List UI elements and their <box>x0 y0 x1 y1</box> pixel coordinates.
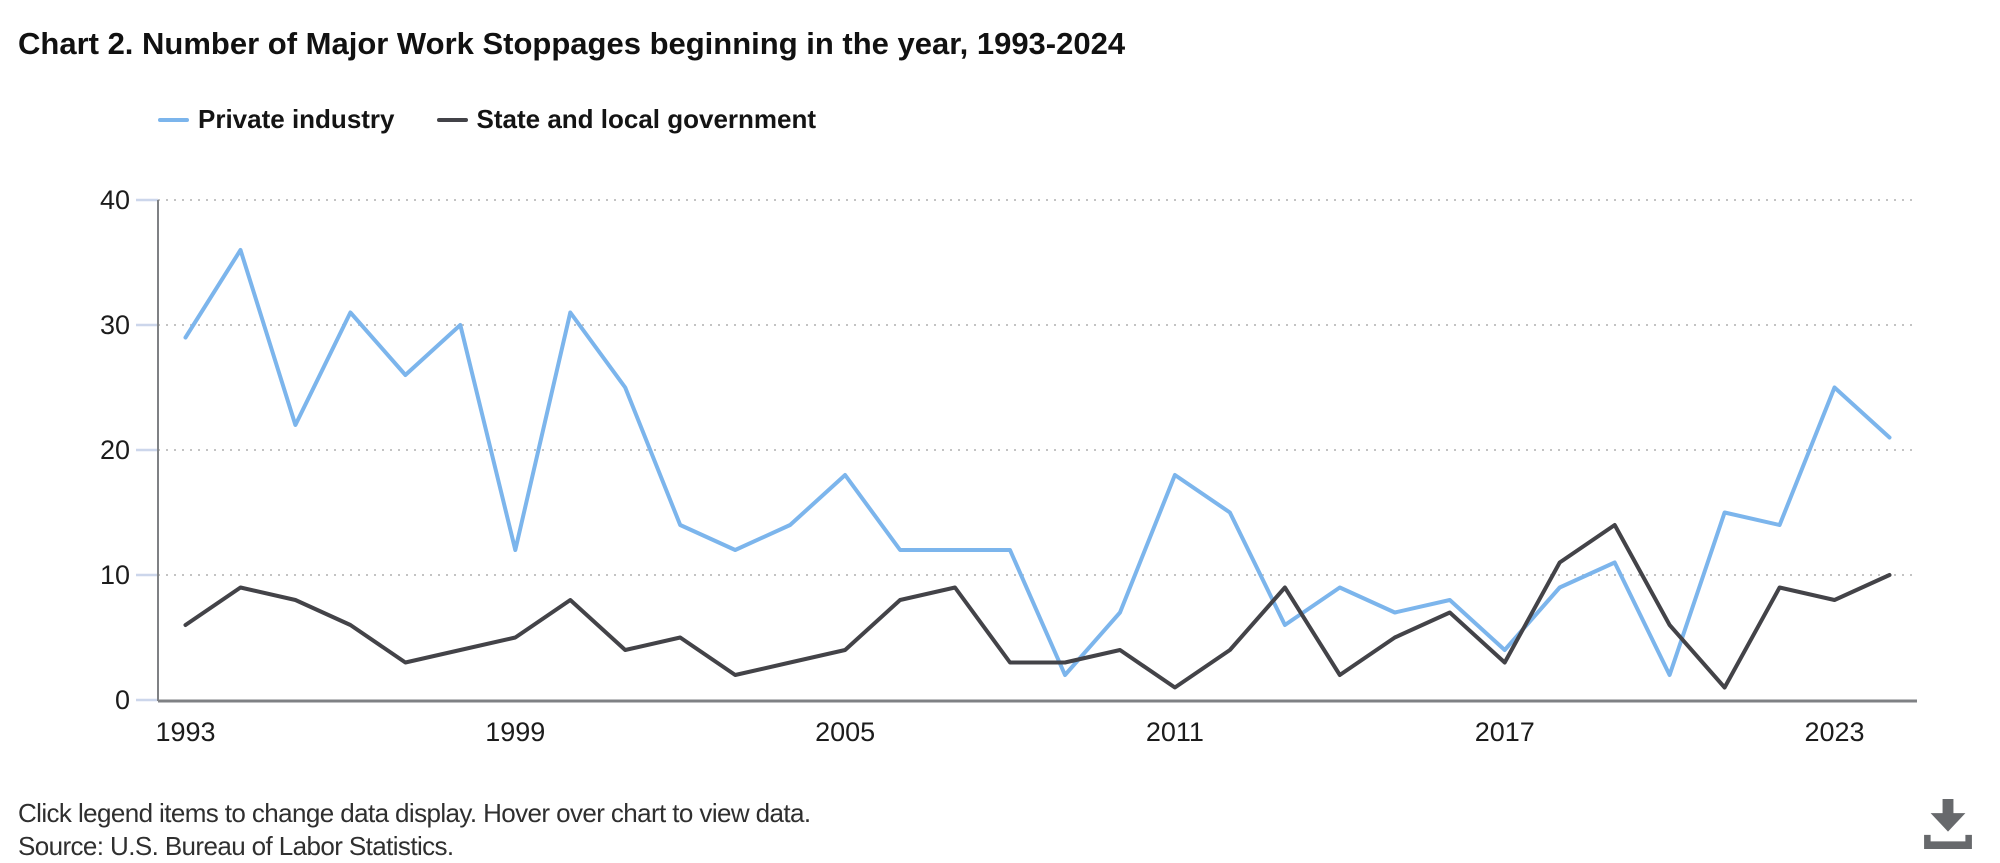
footer-source: Source: U.S. Bureau of Labor Statistics. <box>18 831 454 861</box>
legend-item-private-industry[interactable]: Private industry <box>158 104 395 135</box>
y-axis-label: 20 <box>100 435 130 465</box>
legend-item-state-local-government[interactable]: State and local government <box>436 104 817 135</box>
legend-label-private-industry: Private industry <box>198 104 395 134</box>
legend-swatch-private-industry <box>158 117 189 122</box>
x-axis-label: 2017 <box>1475 717 1535 747</box>
y-axis-label: 40 <box>100 185 130 215</box>
legend-swatch-state-local-government <box>436 117 468 122</box>
y-axis-label: 0 <box>115 685 130 715</box>
page-title: Chart 2. Number of Major Work Stoppages … <box>18 26 1126 61</box>
x-axis-label: 2023 <box>1805 717 1865 747</box>
download-button[interactable] <box>1922 797 1974 851</box>
series-line-private-industry[interactable] <box>183 248 1892 677</box>
x-axis-label: 2005 <box>815 717 875 747</box>
series-line-state-and-local-government[interactable] <box>183 523 1892 690</box>
y-axis-label: 30 <box>100 310 130 340</box>
footer-note: Click legend items to change data displa… <box>18 798 811 828</box>
x-axis-label: 1993 <box>155 717 215 747</box>
chart-footer: Click legend items to change data displa… <box>18 797 811 863</box>
x-axis-label: 2011 <box>1146 717 1204 747</box>
y-axis-label: 10 <box>100 560 130 590</box>
legend-label-state-local-government: State and local government <box>476 104 817 134</box>
chart-legend: Private industry State and local governm… <box>158 104 816 135</box>
x-axis-label: 1999 <box>485 717 545 747</box>
download-icon <box>1924 799 1972 849</box>
